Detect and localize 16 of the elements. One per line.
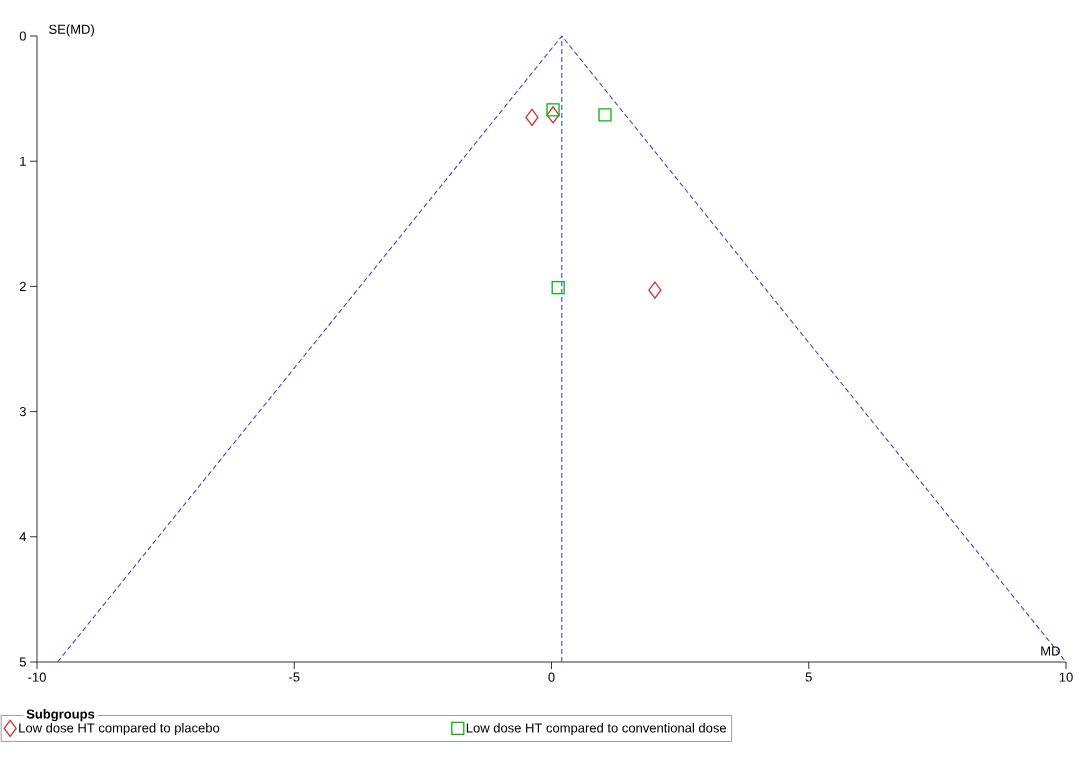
- x-tick-label: -10: [28, 672, 46, 682]
- y-tick-label: 2: [19, 281, 26, 291]
- x-tick-label: 5: [805, 672, 812, 682]
- legend-title: Subgroups: [26, 709, 95, 722]
- x-axis-title: MD: [1041, 646, 1060, 656]
- x-tick-label: 0: [548, 672, 555, 682]
- y-tick-label: 0: [19, 31, 26, 41]
- y-tick-label: 4: [19, 532, 27, 542]
- y-tick-label: 5: [19, 657, 26, 667]
- y-tick-label: 3: [19, 407, 26, 417]
- legend-label: Low dose HT compared to conventional dose: [466, 722, 727, 736]
- x-tick-label: 10: [1059, 672, 1073, 682]
- legend-label: Low dose HT compared to placebo: [19, 722, 220, 736]
- y-axis-title: SE(MD): [49, 24, 94, 37]
- x-tick-label: -5: [289, 672, 300, 682]
- y-tick-label: 1: [20, 156, 26, 166]
